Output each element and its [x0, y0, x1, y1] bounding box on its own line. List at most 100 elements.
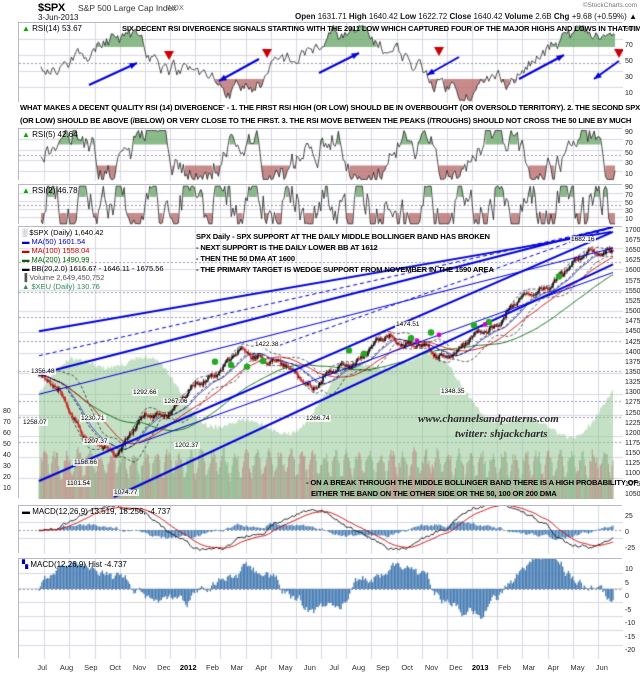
macd-legend: ▬ MACD(12,26,9) 13.519, 18.256, -4.737	[22, 507, 171, 516]
rsi-flag-icon: ▲	[22, 186, 30, 195]
rsi-axis-tick: 50	[625, 58, 633, 65]
price-legend-row: ▲ $XEU (Daily) 130.76	[22, 282, 164, 291]
price-axis-tick: 1575	[625, 277, 640, 285]
price-axis-tick: 1150	[625, 450, 640, 458]
x-axis-month-label: Aug	[59, 663, 74, 672]
annotation-price-note: - THEN THE 50 DMA AT 1600	[196, 254, 295, 263]
price-tag: 1207.37	[83, 438, 109, 445]
price-axis-tick: 1475	[625, 318, 640, 326]
price-tag: 1292.66	[132, 389, 158, 396]
price-legend-row: ▬ MA(50) 1601.54	[22, 237, 164, 246]
price-tag: 1230.71	[80, 415, 106, 422]
price-axis-tick: 1375	[625, 358, 640, 366]
rsi-axis-tick: 90	[625, 184, 633, 191]
rsi5-plot	[19, 129, 623, 181]
rsi-axis-tick: 30	[625, 74, 633, 81]
price-legend-text: Volume 2,649,450,752	[29, 273, 105, 282]
line-icon: ▬	[22, 255, 30, 264]
price-tag: 1348.35	[440, 388, 466, 395]
annotation-price-note: - THE PRIMARY TARGET IS WEDGE SUPPORT FR…	[196, 265, 494, 274]
rsi-axis-tick: 70	[625, 139, 633, 147]
volume-icon: ▐	[22, 273, 28, 282]
macd-hist-axis-tick: -20	[625, 647, 636, 654]
x-axis-month-label: Apr	[547, 663, 559, 672]
chart-date: 3-Jun-2013	[38, 13, 79, 22]
x-axis-month-label: Sep	[84, 663, 98, 672]
price-legend-row: ░ $SPX (Daily) 1,640.42	[22, 228, 164, 237]
candlestick-icon: ░	[22, 228, 28, 237]
rsi-axis-tick: 90	[625, 129, 633, 137]
volume-axis-tick: 40	[3, 452, 11, 459]
price-tag: 1682.16	[570, 236, 596, 243]
price-legend-text: BB(20,2.0) 1616.67 - 1646.11 - 1675.56	[31, 264, 164, 273]
x-axis-month-label: Dec	[157, 663, 171, 672]
low-value: 1622.72	[418, 12, 448, 21]
x-axis-month-label: Nov	[424, 663, 439, 672]
price-axis-tick: 1125	[625, 460, 640, 468]
price-legend-text: $XEU (Daily) 130.76	[31, 282, 100, 291]
price-axis-tick: 1075	[625, 480, 640, 488]
chg-value: +9.68 (+0.59%)	[571, 12, 627, 21]
rsi-axis-tick: 10	[625, 90, 633, 97]
price-tag: 1074.77	[113, 489, 139, 496]
macd-axis-tick: -25	[625, 545, 636, 552]
chg-label: Chg	[553, 12, 570, 21]
rsi-axis-tick: 10	[625, 216, 633, 223]
panel-price: ░ $SPX (Daily) 1,640.42 ▬ MA(50) 1601.54 ▬ MA…	[18, 226, 623, 499]
price-axis-tick: 1700	[625, 226, 640, 234]
line-icon: ▬	[22, 237, 30, 246]
price-legend-row: ▬ BB(20,2.0) 1616.67 - 1646.11 - 1675.56	[22, 264, 164, 273]
price-tag: 1101.54	[66, 480, 92, 487]
x-axis-month-label: Oct	[401, 663, 413, 672]
price-axis-tick: 1200	[625, 429, 640, 437]
panel-macd-hist: ▚ MACD(12,26,9) Hist -4.737	[18, 558, 623, 659]
price-axis-tick: 1500	[625, 308, 640, 316]
volume-axis-tick: 30	[3, 463, 11, 470]
open-label: Open	[295, 12, 316, 21]
volume-label: Volume	[504, 12, 533, 21]
area-icon: ▲	[22, 282, 30, 291]
price-axis-tick: 1250	[625, 409, 640, 417]
macd-hist-axis-tick: -15	[625, 633, 636, 641]
volume-axis-tick: 70	[3, 419, 11, 426]
price-axis-tick: 1600	[625, 267, 640, 275]
rsi-axis-tick: 30	[625, 208, 633, 215]
x-axis-month-label: Dec	[449, 663, 463, 672]
price-plot	[19, 227, 623, 499]
rsi-axis-tick: 90	[625, 26, 633, 33]
macd-axis-tick: 25	[625, 513, 633, 520]
price-legend-row: ▐ Volume 2,649,450,752	[22, 273, 164, 282]
stockcharts-watermark: ©StockCharts.com	[582, 2, 637, 9]
price-axis-tick: 1350	[625, 368, 640, 376]
price-axis-tick: 1300	[625, 389, 640, 397]
x-axis-month-label: Sep	[376, 663, 390, 672]
price-legend-text: MA(100) 1558.04	[31, 246, 90, 255]
line-icon: ▬	[22, 246, 30, 255]
ohlc-quote-bar: Open 1631.71 High 1640.42 Low 1622.72 Cl…	[295, 12, 637, 21]
rsi14-plot	[19, 23, 623, 103]
price-legend-row: ▬ MA(200) 1490.99	[22, 255, 164, 264]
x-axis-month-label: Jul	[37, 663, 47, 672]
price-axis-tick: 1325	[625, 379, 640, 387]
rsi-axis-tick: 30	[625, 160, 633, 168]
macd-plot	[19, 506, 623, 554]
x-axis-month-label: Oct	[109, 663, 121, 672]
price-axis-tick: 1225	[625, 419, 640, 427]
price-tag: 1266.74	[305, 415, 331, 422]
x-axis-month-label: May	[570, 663, 585, 672]
annotation-bottom-note: - ON A BREAK THROUGH THE MIDDLE BOLLINGE…	[306, 478, 640, 487]
annotation-price-note: SPX Daily - SPX SUPPORT AT THE DAILY MID…	[196, 232, 490, 241]
price-axis-tick: 1400	[625, 348, 640, 356]
price-tag: 1356.48	[30, 368, 56, 375]
low-label: Low	[400, 12, 417, 21]
x-axis-month-label: 2013	[471, 663, 489, 672]
rsi-axis-tick: 70	[625, 42, 633, 49]
price-tag: 1474.51	[395, 321, 421, 328]
x-axis-month-label: Apr	[255, 663, 267, 672]
volume-axis-tick: 80	[3, 408, 11, 415]
histogram-icon: ▚	[22, 560, 29, 569]
macd-hist-plot	[19, 559, 623, 659]
price-legend-text: MA(200) 1490.99	[31, 255, 90, 264]
rsi-axis-tick: 50	[625, 200, 633, 207]
price-axis-tick: 1625	[625, 257, 640, 265]
